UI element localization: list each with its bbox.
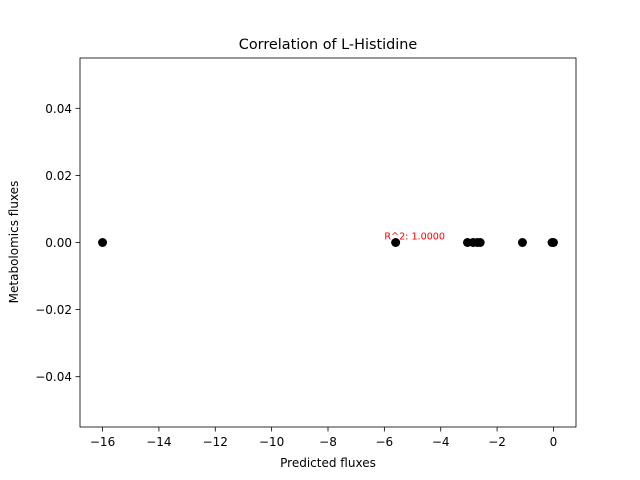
x-tick-label: −10 [259,435,284,449]
data-point [517,238,527,247]
data-point [548,238,558,247]
x-axis-title: Predicted fluxes [280,456,376,470]
x-tick-label: −2 [488,435,506,449]
y-tick-label: 0.04 [45,102,72,116]
x-tick-label: −8 [319,435,337,449]
data-point [98,238,108,247]
x-tick-label: −4 [432,435,450,449]
data-point [475,238,485,247]
y-tick-label: 0.02 [45,169,72,183]
data-point [391,238,401,247]
x-tick-label: −6 [376,435,394,449]
x-tick-label: −12 [203,435,228,449]
plot-area: R^2: 1.0000 −16 −14 −12 −10 −8 −6 −4 −2 0 0.04 0.02… [35,57,577,449]
y-axis-title: Metabolomics fluxes [7,181,21,304]
y-tick-label: −0.04 [35,370,72,384]
x-tick-label: −16 [90,435,115,449]
chart-title: Correlation of L-Histidine [239,37,418,53]
r-squared-annotation: R^2: 1.0000 [384,232,445,243]
x-tick-label: −14 [146,435,171,449]
y-tick-label: 0.00 [45,236,72,250]
y-tick-label: −0.02 [35,303,72,317]
x-tick-label: 0 [550,435,558,449]
